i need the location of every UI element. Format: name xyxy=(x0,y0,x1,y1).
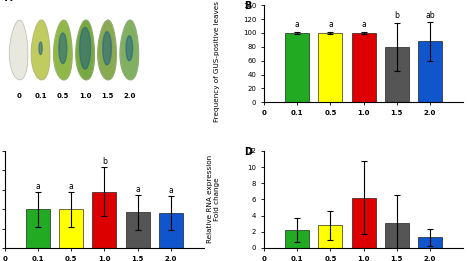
Text: 1.0: 1.0 xyxy=(79,93,91,99)
Text: a: a xyxy=(295,21,300,29)
Text: B: B xyxy=(244,1,251,11)
Text: 1.5: 1.5 xyxy=(101,93,113,99)
Text: ab: ab xyxy=(425,11,435,20)
Text: a: a xyxy=(361,21,366,29)
Text: b: b xyxy=(102,157,107,167)
Text: 0.5: 0.5 xyxy=(57,93,69,99)
Polygon shape xyxy=(80,27,90,69)
Bar xyxy=(318,225,343,248)
Text: b: b xyxy=(395,11,399,20)
Text: A: A xyxy=(5,0,12,3)
Y-axis label: Relative RNA expression
Fold change: Relative RNA expression Fold change xyxy=(207,155,220,244)
Bar xyxy=(285,230,309,248)
Polygon shape xyxy=(102,32,111,65)
Text: 0.1: 0.1 xyxy=(34,93,47,99)
Polygon shape xyxy=(126,36,132,61)
Polygon shape xyxy=(31,20,50,80)
Bar xyxy=(351,33,376,102)
Text: a: a xyxy=(135,185,140,194)
Bar xyxy=(59,209,83,248)
Bar xyxy=(351,198,376,248)
Text: a: a xyxy=(328,21,333,29)
Bar xyxy=(318,33,343,102)
Bar xyxy=(385,47,409,102)
Polygon shape xyxy=(120,20,139,80)
Text: a: a xyxy=(36,182,40,191)
Text: a: a xyxy=(69,182,73,191)
Polygon shape xyxy=(59,33,67,64)
Bar xyxy=(418,41,442,102)
Polygon shape xyxy=(76,20,95,80)
Bar xyxy=(285,33,309,102)
Polygon shape xyxy=(39,42,42,55)
Polygon shape xyxy=(98,20,116,80)
Y-axis label: Frequency of GUS-positive leaves (%): Frequency of GUS-positive leaves (%) xyxy=(213,0,220,122)
Text: D: D xyxy=(244,147,252,157)
Bar xyxy=(125,212,150,248)
Bar xyxy=(26,209,50,248)
Text: a: a xyxy=(168,186,173,194)
Bar xyxy=(159,213,183,248)
Polygon shape xyxy=(9,20,28,80)
Text: 2.0: 2.0 xyxy=(123,93,136,99)
Bar xyxy=(418,238,442,248)
Text: 0: 0 xyxy=(16,93,21,99)
Polygon shape xyxy=(54,20,72,80)
Bar xyxy=(92,192,117,248)
Bar xyxy=(385,223,409,248)
